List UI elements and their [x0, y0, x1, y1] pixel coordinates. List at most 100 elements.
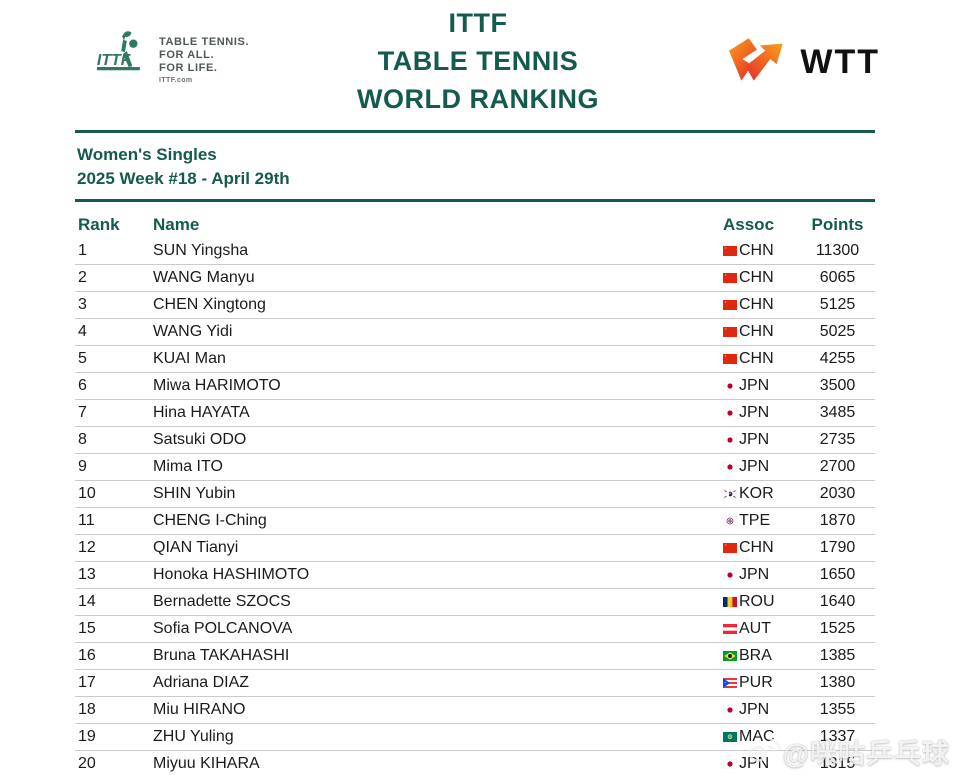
points-cell: 2735	[819, 431, 856, 448]
wtt-logo: WTT	[728, 36, 880, 89]
assoc-code: CHN	[739, 539, 774, 556]
ittf-tagline-line2: FOR ALL.	[159, 49, 215, 61]
points-cell: 5025	[819, 323, 856, 340]
name-cell: ZHU Yuling	[153, 728, 234, 745]
rank-cell: 19	[78, 728, 96, 745]
divider-top	[75, 130, 875, 133]
assoc-cell: JPN	[723, 566, 800, 584]
rank-cell: 15	[78, 620, 96, 637]
assoc-code: CHN	[739, 323, 774, 340]
rank-cell: 6	[78, 377, 87, 394]
table-row: 7 Hina HAYATA JPN 3485	[75, 400, 875, 427]
table-row: 9 Mima ITO JPN 2700	[75, 454, 875, 481]
flag-chn-icon	[723, 354, 737, 364]
points-cell: 1337	[819, 728, 856, 745]
ranking-week: 2025 Week #18 - April 29th	[77, 169, 290, 188]
flag-chn-icon	[723, 327, 737, 337]
table-row: 19 ZHU Yuling MAC 1337	[75, 724, 875, 751]
column-header-assoc: Assoc	[723, 215, 775, 234]
assoc-cell: MAC	[723, 728, 800, 746]
assoc-cell: TPE	[723, 512, 800, 530]
rank-cell: 10	[78, 485, 96, 502]
points-cell: 6065	[819, 269, 856, 286]
event-name: Women's Singles	[77, 145, 217, 164]
title-line-2: TABLE TENNIS	[377, 46, 579, 76]
rank-cell: 20	[78, 755, 96, 772]
points-cell: 1315	[819, 755, 856, 772]
assoc-cell: AUT	[723, 620, 800, 638]
name-cell: Sofia POLCANOVA	[153, 620, 293, 637]
assoc-code: CHN	[739, 350, 774, 367]
name-cell: KUAI Man	[153, 350, 226, 367]
table-row: 17 Adriana DIAZ PUR 1380	[75, 670, 875, 697]
points-cell: 3500	[819, 377, 856, 394]
table-row: 6 Miwa HARIMOTO JPN 3500	[75, 373, 875, 400]
assoc-cell: JPN	[723, 458, 800, 476]
flag-jpn-icon	[723, 435, 737, 445]
assoc-code: MAC	[739, 728, 775, 745]
assoc-code: JPN	[739, 755, 770, 772]
assoc-code: KOR	[739, 485, 774, 502]
table-row: 5 KUAI Man CHN 4255	[75, 346, 875, 373]
assoc-cell: CHN	[723, 296, 800, 314]
table-header: Rank Name Assoc Points	[75, 212, 875, 238]
table-row: 2 WANG Manyu CHN 6065	[75, 265, 875, 292]
rank-cell: 9	[78, 458, 87, 475]
assoc-code: JPN	[739, 431, 770, 448]
rank-cell: 8	[78, 431, 87, 448]
ittf-tagline-line1: TABLE TENNIS.	[159, 36, 250, 48]
flag-bra-icon	[723, 651, 737, 661]
rank-cell: 3	[78, 296, 87, 313]
flag-kor-icon	[723, 489, 737, 499]
table-row: 18 Miu HIRANO JPN 1355	[75, 697, 875, 724]
name-cell: Hina HAYATA	[153, 404, 250, 421]
table-row: 12 QIAN Tianyi CHN 1790	[75, 535, 875, 562]
page-title: ITTF TABLE TENNIS WORLD RANKING	[0, 4, 956, 118]
table-row: 8 Satsuki ODO JPN 2735	[75, 427, 875, 454]
assoc-cell: BRA	[723, 647, 800, 665]
title-line-3: WORLD RANKING	[357, 84, 599, 114]
assoc-cell: CHN	[723, 539, 800, 557]
assoc-cell: JPN	[723, 431, 800, 449]
assoc-cell: PUR	[723, 674, 800, 692]
flag-jpn-icon	[723, 570, 737, 580]
assoc-code: JPN	[739, 377, 770, 394]
assoc-code: PUR	[739, 674, 773, 691]
assoc-code: CHN	[739, 242, 774, 259]
points-cell: 4255	[819, 350, 856, 367]
flag-chn-icon	[723, 246, 737, 256]
assoc-cell: KOR	[723, 485, 800, 503]
flag-jpn-icon	[723, 462, 737, 472]
rank-cell: 18	[78, 701, 96, 718]
flag-chn-icon	[723, 300, 737, 310]
assoc-cell: JPN	[723, 755, 800, 773]
flag-tpe-icon	[723, 516, 737, 526]
rank-cell: 11	[78, 512, 95, 529]
assoc-cell: ROU	[723, 593, 800, 611]
table-row: 3 CHEN Xingtong CHN 5125	[75, 292, 875, 319]
assoc-code: BRA	[739, 647, 772, 664]
assoc-code: ROU	[739, 593, 775, 610]
assoc-code: CHN	[739, 269, 774, 286]
assoc-cell: CHN	[723, 323, 800, 341]
rank-cell: 16	[78, 647, 96, 664]
flag-jpn-icon	[723, 381, 737, 391]
name-cell: CHENG I-Ching	[153, 512, 267, 529]
name-cell: Miyuu KIHARA	[153, 755, 260, 772]
assoc-code: JPN	[739, 566, 770, 583]
assoc-cell: CHN	[723, 269, 800, 287]
rank-cell: 12	[78, 539, 96, 556]
name-cell: SHIN Yubin	[153, 485, 236, 502]
rank-cell: 14	[78, 593, 96, 610]
name-cell: SUN Yingsha	[153, 242, 249, 259]
name-cell: Miwa HARIMOTO	[153, 377, 281, 394]
name-cell: WANG Yidi	[153, 323, 233, 340]
assoc-cell: CHN	[723, 350, 800, 368]
assoc-cell: JPN	[723, 377, 800, 395]
flag-jpn-icon	[723, 705, 737, 715]
column-header-rank: Rank	[78, 215, 120, 234]
name-cell: QIAN Tianyi	[153, 539, 239, 556]
assoc-cell: JPN	[723, 701, 800, 719]
assoc-code: JPN	[739, 701, 770, 718]
flag-pur-icon	[723, 678, 737, 688]
